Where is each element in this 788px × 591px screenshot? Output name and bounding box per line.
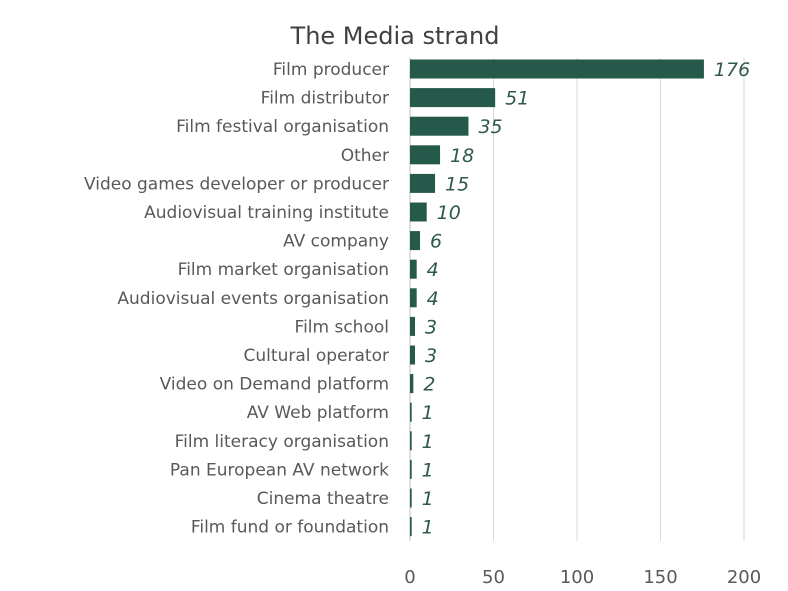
value-label: 35 [478,116,502,138]
category-label: Film fund or foundation [191,518,389,538]
bar [410,288,417,308]
value-label: 1 [422,488,434,510]
bar [410,431,412,451]
x-tick-labels: 0 50 100 150 200 [404,567,761,588]
category-label: Cultural operator [244,346,389,366]
value-label: 1 [422,431,434,453]
bar [410,459,412,479]
category-label: Film producer [273,60,389,80]
value-label: 1 [422,402,434,424]
bars [410,59,704,537]
value-label: 1 [422,517,434,539]
category-label: Other [341,146,389,166]
category-label: Audiovisual training institute [144,203,389,223]
value-label: 3 [425,345,437,367]
value-label: 6 [430,231,442,253]
bar [410,88,496,108]
x-tick-label: 50 [482,567,505,588]
value-label: 4 [427,288,439,310]
value-label: 51 [505,88,529,110]
value-label: 176 [714,59,750,81]
x-tick-label: 0 [404,567,415,588]
value-label: 18 [450,145,474,167]
category-label: Audiovisual events organisation [117,289,389,309]
category-label: Film school [295,317,389,337]
category-label: AV Web platform [247,403,389,423]
category-label: AV company [283,232,389,252]
bar [410,145,441,165]
chart-title: The Media strand [290,22,500,50]
bar [410,116,469,136]
category-label: Film market organisation [178,260,389,280]
category-label: Video on Demand platform [160,375,389,395]
category-label: Pan European AV network [170,460,389,480]
bar [410,316,416,336]
value-label: 1 [422,459,434,481]
x-tick-label: 200 [727,567,761,588]
category-label: Film festival organisation [176,117,389,137]
bar [410,259,417,279]
bar [410,202,427,222]
x-tick-label: 150 [643,567,677,588]
bar [410,173,436,193]
bar [410,517,412,537]
category-labels: Film producer Film distributor Film festiv… [84,60,389,538]
bar [410,231,421,251]
category-label: Film distributor [261,89,389,109]
value-label: 4 [427,259,439,281]
category-label: Cinema theatre [257,489,389,509]
bar [410,488,412,508]
value-label: 15 [445,173,469,195]
bar [410,374,414,394]
bar [410,345,416,365]
value-label: 3 [425,316,437,338]
x-tick-label: 100 [560,567,594,588]
value-label: 10 [437,202,461,224]
category-label: Film literacy organisation [175,432,389,452]
bar [410,59,704,79]
bar [410,402,412,422]
category-label: Video games developer or producer [84,174,389,194]
value-label: 2 [423,374,435,396]
